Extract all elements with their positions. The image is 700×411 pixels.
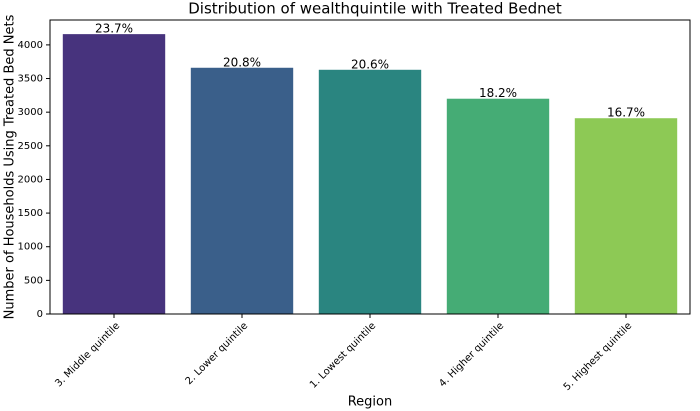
value-label: 20.8% bbox=[223, 55, 261, 69]
y-axis-label: Number of Households Using Treated Bed N… bbox=[3, 14, 18, 319]
x-tick-label: 1. Lowest quintile bbox=[308, 320, 378, 390]
y-tick-label: 1500 bbox=[18, 208, 43, 219]
bar bbox=[190, 67, 294, 314]
bar bbox=[446, 98, 550, 314]
x-axis-label: Region bbox=[348, 395, 393, 410]
bar bbox=[318, 69, 422, 314]
y-tick-label: 1000 bbox=[18, 242, 43, 253]
value-label: 23.7% bbox=[95, 22, 133, 36]
bar bbox=[574, 118, 678, 314]
x-tick-label: 4. Higher quintile bbox=[437, 320, 506, 389]
y-tick-label: 0 bbox=[37, 309, 43, 320]
y-tick-label: 3000 bbox=[18, 107, 43, 118]
y-tick-label: 2000 bbox=[18, 174, 43, 185]
value-label: 18.2% bbox=[479, 86, 517, 100]
y-tick-label: 3500 bbox=[18, 74, 43, 85]
x-tick-label: 5. Highest quintile bbox=[562, 320, 635, 393]
value-label: 20.6% bbox=[351, 57, 389, 71]
x-tick-label: 2. Lower quintile bbox=[184, 320, 251, 387]
x-tick-label: 3. Middle quintile bbox=[53, 320, 122, 389]
bar bbox=[62, 34, 166, 315]
chart-title: Distribution of wealthquintile with Trea… bbox=[188, 0, 562, 18]
y-tick-label: 2500 bbox=[18, 141, 43, 152]
value-label: 16.7% bbox=[607, 106, 645, 120]
plot-frame bbox=[49, 19, 691, 315]
y-tick-label: 4000 bbox=[18, 40, 43, 51]
y-tick-label: 500 bbox=[24, 275, 43, 286]
